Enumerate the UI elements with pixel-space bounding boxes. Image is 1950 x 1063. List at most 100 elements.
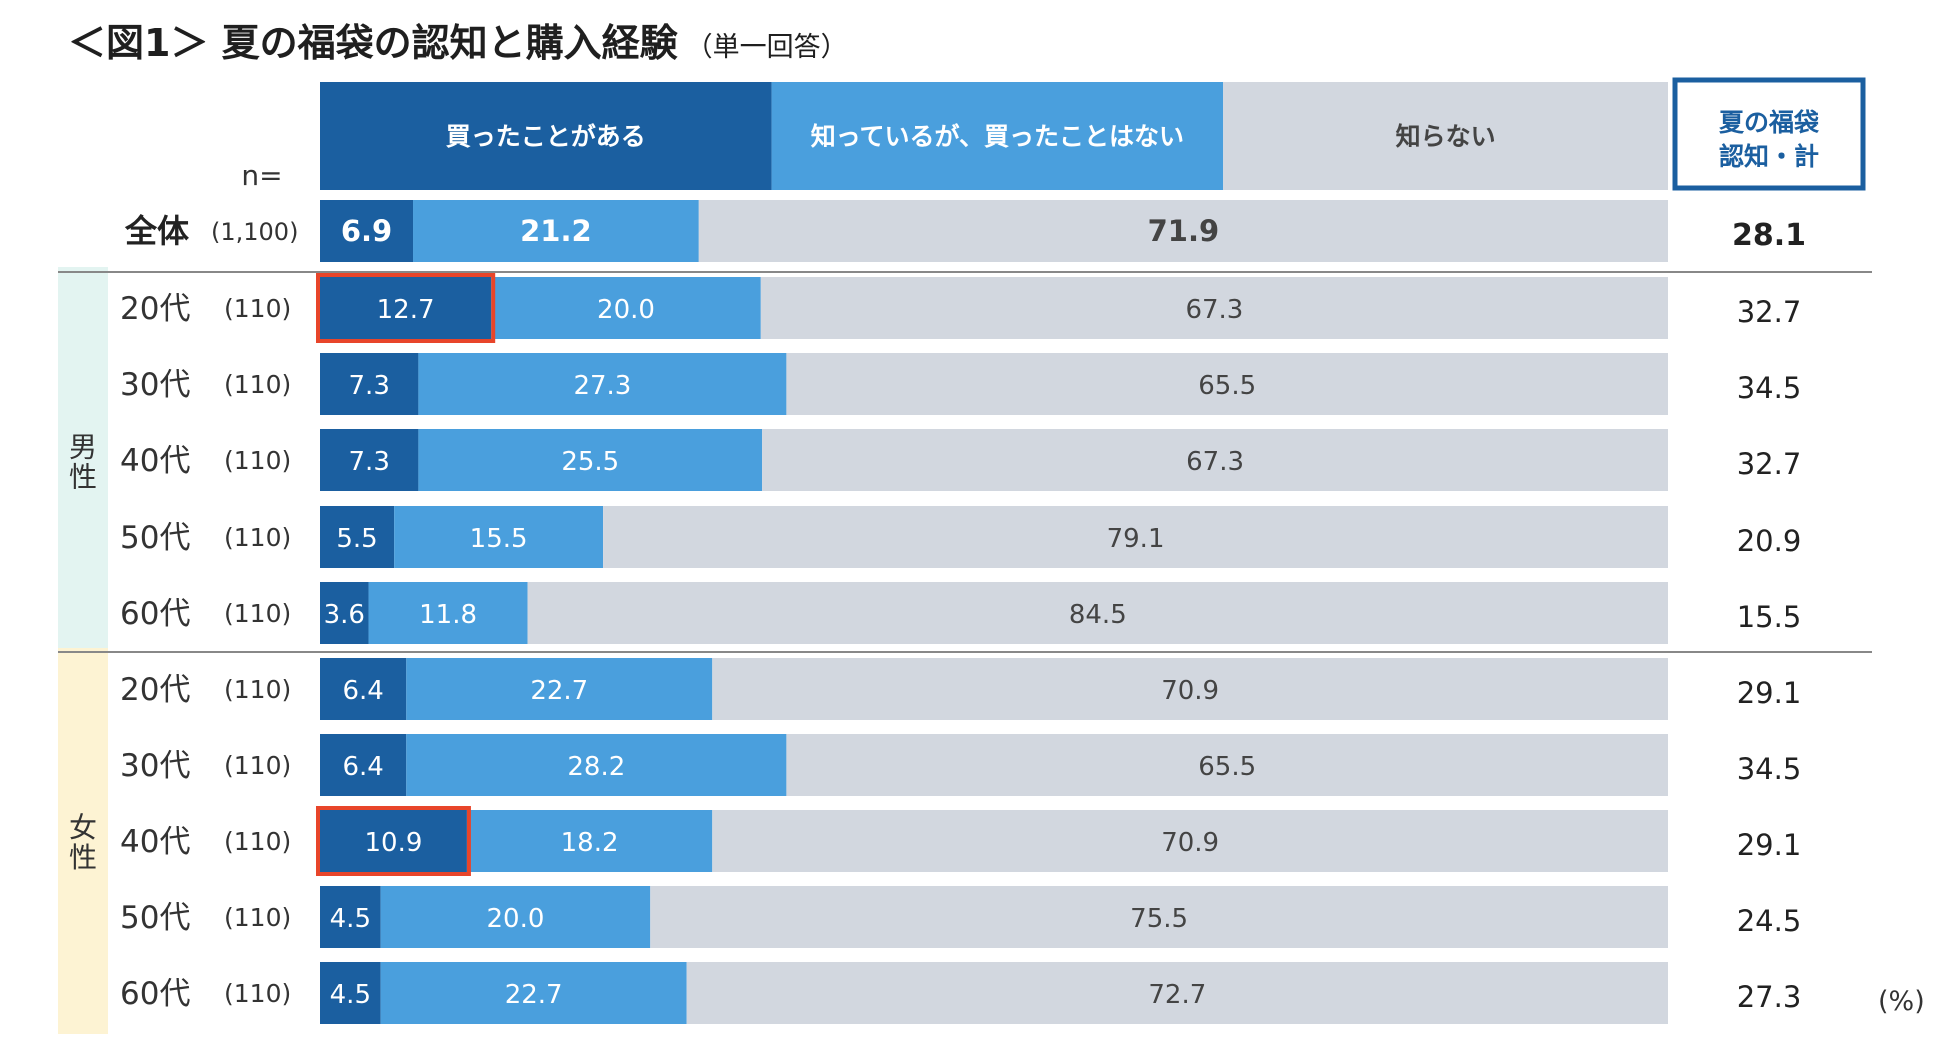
bar-value-label: 67.3: [1186, 447, 1244, 477]
row-label: 30代: [120, 367, 190, 403]
bar-segment: [320, 886, 381, 948]
bar-segment: [491, 277, 761, 339]
bar-segment: [527, 582, 1668, 644]
row-n: (110): [224, 979, 291, 1008]
bar-segment: [406, 658, 713, 720]
bar-value-label: 65.5: [1198, 752, 1256, 782]
total-value: 34.5: [1737, 752, 1802, 786]
total-value: 29.1: [1737, 676, 1802, 710]
total-value: 29.1: [1737, 828, 1802, 862]
bar-segment: [320, 277, 492, 339]
row-n: (110): [224, 294, 291, 323]
row-label: 全体: [124, 212, 189, 250]
bar-value-label: 11.8: [419, 600, 477, 630]
group-label-char: 男: [69, 431, 97, 464]
bar-segment: [320, 429, 419, 491]
legend-label: 知らない: [1396, 122, 1496, 151]
total-value: 15.5: [1737, 600, 1802, 634]
bar-value-label: 18.2: [561, 828, 619, 858]
row-label: 40代: [120, 824, 190, 860]
bar-segment: [320, 200, 414, 262]
bar-segment: [466, 810, 713, 872]
bar-value-label: 5.5: [336, 524, 377, 554]
total-value: 32.7: [1737, 295, 1802, 329]
bar-value-label: 27.3: [573, 371, 631, 401]
bar-value-label: 22.7: [505, 980, 563, 1010]
bar-value-label: 15.5: [470, 524, 528, 554]
bar-segment: [686, 962, 1668, 1024]
bar-value-label: 22.7: [530, 676, 588, 706]
bar-value-label: 65.5: [1198, 371, 1256, 401]
bar-value-label: 67.3: [1185, 295, 1243, 325]
bar-segment: [320, 506, 395, 568]
bar-segment: [320, 962, 381, 1024]
bar-segment: [368, 582, 528, 644]
bar-value-label: 72.7: [1148, 980, 1206, 1010]
bar-segment: [418, 353, 787, 415]
bar-value-label: 75.5: [1130, 904, 1188, 934]
bar-value-label: 25.5: [561, 447, 619, 477]
row-n: (110): [224, 599, 291, 628]
unit-label: (%): [1878, 986, 1925, 1017]
bar-segment: [786, 734, 1668, 796]
group-band: [58, 267, 108, 654]
bar-segment: [760, 277, 1668, 339]
row-label: 60代: [120, 596, 190, 632]
row-n: (110): [224, 903, 291, 932]
bar-segment: [650, 886, 1668, 948]
bar-value-label: 84.5: [1069, 600, 1127, 630]
bar-value-label: 6.4: [342, 752, 383, 782]
bar-value-label: 10.9: [365, 828, 423, 858]
legend-label: 知っているが、買ったことはない: [811, 122, 1184, 151]
bar-segment: [380, 962, 687, 1024]
total-value: 24.5: [1737, 904, 1802, 938]
bar-segment: [786, 353, 1668, 415]
row-label: 50代: [120, 900, 190, 936]
bar-value-label: 6.4: [342, 676, 383, 706]
group-band: [58, 648, 108, 1034]
row-n: (110): [224, 751, 291, 780]
bar-value-label: 70.9: [1161, 828, 1219, 858]
bar-segment: [320, 658, 407, 720]
bar-value-label: 21.2: [520, 214, 592, 248]
chart-title-text: ＜図1＞ 夏の福袋の認知と購入経験: [68, 21, 678, 65]
row-n: (110): [224, 827, 291, 856]
row-n: (1,100): [211, 218, 298, 246]
bar-segment: [603, 506, 1668, 568]
bar-segment: [394, 506, 604, 568]
group-label-char: 性: [69, 841, 97, 874]
group-label-char: 性: [69, 461, 97, 494]
total-header-box: [1672, 77, 1866, 191]
row-label: 50代: [120, 520, 190, 556]
row-n: (110): [224, 446, 291, 475]
row-label: 30代: [120, 748, 190, 784]
bar-value-label: 6.9: [341, 214, 392, 248]
bar-segment: [698, 200, 1668, 262]
total-value: 34.5: [1737, 371, 1802, 405]
bar-segment: [320, 810, 467, 872]
group-label-char: 女: [69, 811, 97, 844]
bar-segment: [712, 658, 1668, 720]
total-value: 27.3: [1737, 980, 1802, 1014]
bar-value-label: 7.3: [349, 447, 390, 477]
bar-value-label: 79.1: [1107, 524, 1165, 554]
n-label: n=: [241, 159, 282, 192]
row-label: 60代: [120, 976, 190, 1012]
legend-label: 買ったことがある: [446, 122, 646, 151]
bar-value-label: 71.9: [1148, 214, 1220, 248]
bar-value-label: 3.6: [324, 600, 365, 630]
legend-swatch: [1223, 82, 1668, 190]
total-value: 28.1: [1732, 218, 1806, 253]
bar-segment: [418, 429, 763, 491]
row-n: (110): [224, 675, 291, 704]
total-value: 32.7: [1737, 447, 1802, 481]
bar-segment: [320, 734, 407, 796]
legend-swatch: [320, 82, 772, 190]
row-n: (110): [224, 370, 291, 399]
bar-value-label: 20.0: [487, 904, 545, 934]
highlight-box: [316, 806, 471, 876]
bar-segment: [380, 886, 651, 948]
total-value: 20.9: [1737, 524, 1802, 558]
bar-segment: [413, 200, 699, 262]
